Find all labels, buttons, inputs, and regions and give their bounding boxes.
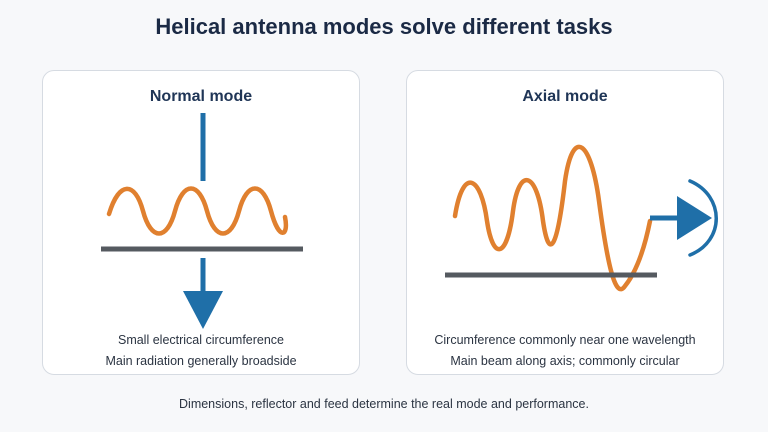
figure-title: Helical antenna modes solve different ta…	[155, 14, 613, 39]
axial-caption-2: Main beam along axis; commonly circular	[450, 354, 680, 368]
axial-mode-diagram	[445, 144, 718, 292]
normal-caption-2: Main radiation generally broadside	[105, 354, 297, 368]
axial-beam-arrow-head	[677, 196, 712, 240]
footer-note: Dimensions, reflector and feed determine…	[179, 397, 589, 411]
broadside-arrow-head	[183, 291, 223, 329]
axial-helix	[452, 144, 653, 292]
axial-mode-title: Axial mode	[522, 88, 608, 105]
normal-mode-panel: Normal mode Small electrical circumferen…	[42, 70, 360, 375]
axial-caption-1: Circumference commonly near one waveleng…	[434, 333, 696, 347]
normal-caption-1: Small electrical circumference	[117, 333, 285, 347]
radiation-wavefront	[688, 179, 718, 257]
normal-mode-diagram	[101, 113, 303, 329]
normal-mode-title: Normal mode	[149, 88, 253, 105]
normal-helix	[106, 186, 289, 236]
axial-mode-panel: Axial mode Circumference commonly near o…	[406, 70, 724, 375]
